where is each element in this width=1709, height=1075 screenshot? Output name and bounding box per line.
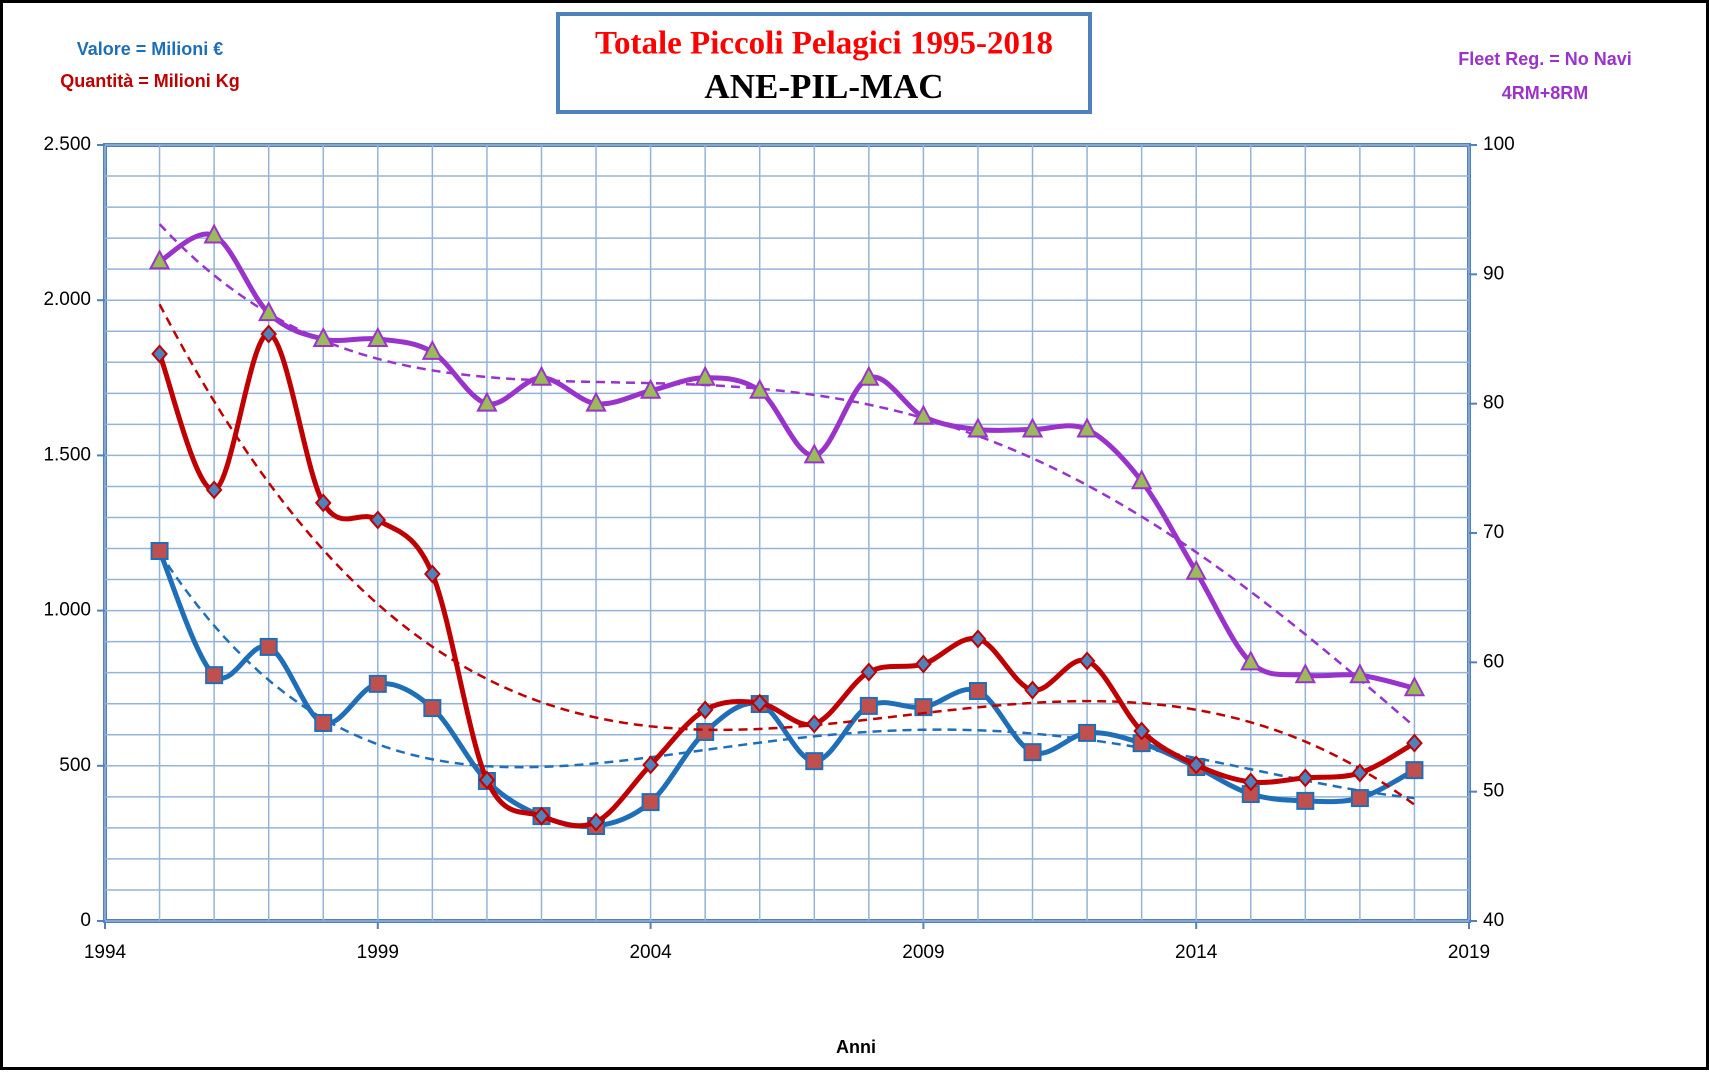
- marker: [367, 326, 389, 347]
- marker: [1349, 663, 1371, 684]
- marker: [1185, 559, 1207, 580]
- marker: [694, 365, 716, 386]
- y2-tick-label: 60: [1483, 651, 1504, 672]
- chart-subtitle: ANE-PIL-MAC: [704, 67, 943, 106]
- marker: [148, 249, 171, 270]
- marker: [312, 326, 334, 347]
- x-axis-title: Anni: [836, 1037, 876, 1057]
- legend-label: Quantità = Milioni Kg: [60, 71, 240, 91]
- x-tick-label: 2019: [1448, 942, 1490, 963]
- marker: [914, 698, 933, 717]
- x-tick-label: 1994: [84, 942, 127, 963]
- marker: [530, 365, 553, 386]
- y-tick-label: 500: [59, 755, 91, 776]
- marker: [476, 391, 498, 412]
- marker: [1242, 772, 1260, 792]
- marker: [1133, 721, 1150, 741]
- y-tick-label: 2.000: [43, 289, 91, 310]
- marker: [369, 510, 387, 530]
- marker: [587, 812, 605, 832]
- x-tick-label: 2004: [629, 942, 672, 963]
- y2-tick-label: 80: [1483, 393, 1504, 414]
- marker: [967, 417, 989, 438]
- x-tick-label: 2014: [1175, 942, 1218, 963]
- marker: [803, 443, 825, 464]
- legend-label: Valore = Milioni €: [77, 39, 224, 59]
- marker: [205, 480, 223, 500]
- y-tick-label: 2.500: [43, 134, 91, 155]
- marker: [203, 223, 225, 244]
- trend-line: [158, 303, 1416, 806]
- marker: [749, 378, 771, 399]
- y2-tick-label: 90: [1483, 263, 1504, 284]
- marker: [424, 564, 441, 584]
- title-box: [556, 12, 1092, 114]
- marker: [151, 344, 168, 364]
- marker: [1403, 676, 1426, 697]
- marker: [858, 365, 880, 386]
- marker: [1078, 723, 1097, 742]
- marker: [860, 662, 878, 682]
- marker: [696, 722, 715, 741]
- marker: [533, 806, 550, 826]
- marker: [1296, 791, 1315, 810]
- legend-label: 4RM+8RM: [1502, 83, 1589, 103]
- marker: [205, 666, 224, 685]
- marker: [639, 378, 662, 399]
- marker: [260, 324, 278, 344]
- marker: [1023, 743, 1042, 762]
- y2-tick-label: 50: [1483, 781, 1504, 802]
- chart-title: Totale Piccoli Pelagici 1995-2018: [595, 26, 1053, 62]
- marker: [585, 391, 607, 412]
- marker: [969, 629, 987, 649]
- marker: [641, 793, 660, 812]
- marker: [368, 674, 387, 693]
- y-tick-label: 0: [80, 910, 91, 931]
- marker: [1294, 663, 1316, 684]
- marker: [314, 493, 332, 513]
- marker: [968, 681, 987, 700]
- marker: [642, 755, 659, 775]
- marker: [1405, 761, 1424, 780]
- marker: [915, 654, 932, 674]
- trend-line: [158, 223, 1416, 728]
- marker: [1187, 755, 1205, 775]
- marker: [258, 300, 280, 322]
- y-tick-label: 1.000: [43, 600, 91, 621]
- y2-tick-label: 100: [1483, 134, 1515, 155]
- marker: [1350, 789, 1369, 808]
- marker: [478, 770, 496, 790]
- marker: [314, 713, 333, 732]
- x-tick-label: 1999: [357, 942, 399, 963]
- marker: [1024, 680, 1041, 700]
- marker: [1406, 733, 1423, 753]
- marker: [805, 752, 824, 771]
- marker: [1240, 650, 1262, 671]
- marker: [1021, 417, 1044, 438]
- marker: [150, 542, 169, 561]
- marker: [1351, 763, 1369, 783]
- marker: [259, 637, 278, 656]
- marker: [423, 699, 442, 718]
- marker: [1076, 417, 1098, 438]
- marker: [805, 714, 823, 734]
- trend-line: [158, 551, 1415, 800]
- marker: [1296, 768, 1314, 788]
- y2-tick-label: 40: [1483, 910, 1504, 931]
- marker: [421, 339, 444, 360]
- marker: [696, 700, 714, 720]
- y2-tick-label: 70: [1483, 522, 1504, 543]
- y-tick-label: 1.500: [43, 444, 91, 465]
- marker: [912, 404, 935, 425]
- marker: [859, 696, 878, 715]
- x-tick-label: 2009: [902, 942, 944, 963]
- marker: [751, 693, 769, 713]
- marker: [1078, 651, 1096, 671]
- legend-label: Fleet Reg. = No Navi: [1458, 49, 1632, 69]
- marker: [1130, 469, 1153, 490]
